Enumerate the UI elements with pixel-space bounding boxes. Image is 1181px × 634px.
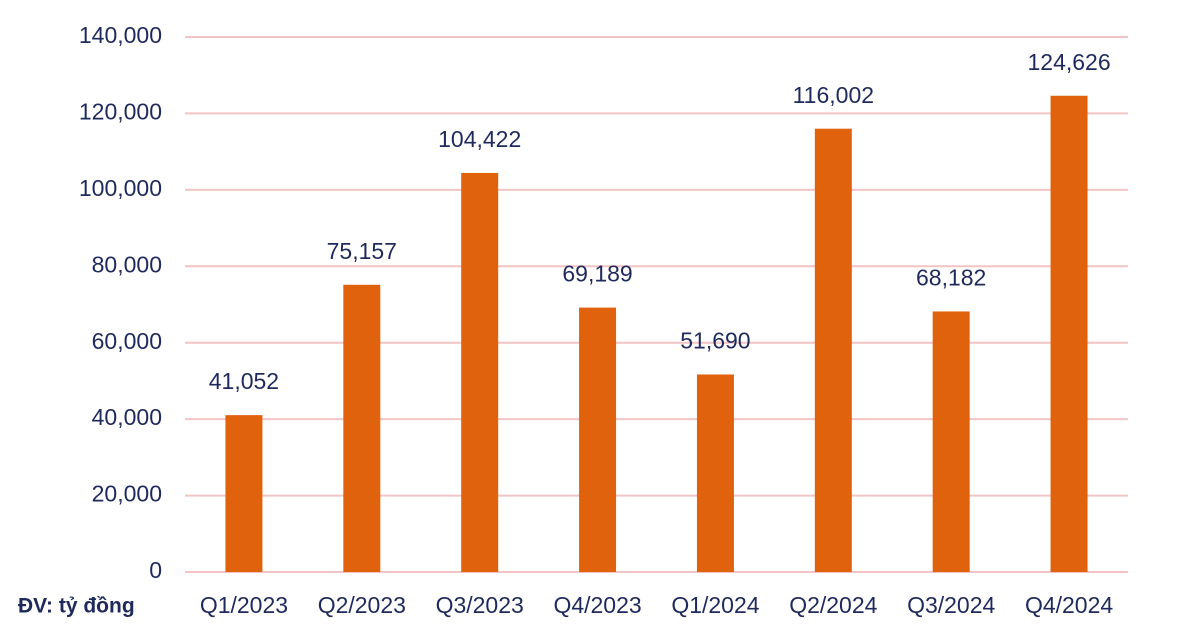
bar: [343, 284, 381, 572]
x-tick-label: Q2/2024: [789, 592, 877, 618]
value-label: 104,422: [438, 126, 521, 152]
bar: [814, 128, 852, 572]
y-tick-label: 140,000: [79, 22, 162, 48]
x-tick-label: Q4/2024: [1025, 592, 1113, 618]
value-label: 75,157: [327, 238, 397, 264]
value-label: 124,626: [1027, 49, 1110, 75]
y-tick-label: 0: [149, 557, 162, 583]
bar: [1050, 95, 1088, 572]
unit-label: ĐV: tỷ đồng: [18, 595, 135, 618]
x-tick-label: Q3/2023: [436, 592, 524, 618]
x-tick-label: Q4/2023: [553, 592, 641, 618]
bar: [932, 311, 970, 572]
bar: [461, 172, 499, 572]
y-tick-label: 60,000: [92, 328, 162, 354]
x-tick-label: Q1/2024: [671, 592, 759, 618]
y-tick-label: 40,000: [92, 404, 162, 430]
value-label: 69,189: [562, 261, 632, 287]
value-label: 41,052: [209, 368, 279, 394]
x-tick-label: Q1/2023: [200, 592, 288, 618]
y-tick-label: 20,000: [92, 481, 162, 507]
bar: [225, 415, 263, 572]
value-label: 68,182: [916, 265, 986, 291]
y-tick-label: 100,000: [79, 175, 162, 201]
x-tick-label: Q2/2023: [318, 592, 406, 618]
value-label: 116,002: [793, 82, 874, 108]
y-tick-label: 80,000: [92, 251, 162, 277]
bar: [696, 374, 734, 572]
y-tick-label: 120,000: [79, 99, 162, 125]
value-label: 51,690: [680, 328, 750, 354]
bar: [579, 307, 617, 572]
x-tick-label: Q3/2024: [907, 592, 995, 618]
